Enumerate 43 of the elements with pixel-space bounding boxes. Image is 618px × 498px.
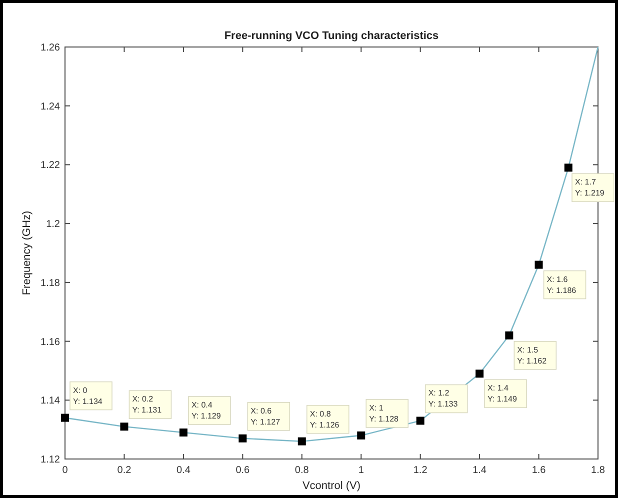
point <box>505 331 514 340</box>
x-tick-label: 1.2 <box>413 465 428 476</box>
point <box>534 260 543 269</box>
y-tick-label: 1.22 <box>40 160 60 172</box>
x-tick-label: 1.6 <box>532 465 546 476</box>
x-tick-label: 0.2 <box>117 465 132 476</box>
annotation: X: 0.2 Y: 1.131 <box>132 394 162 415</box>
x-tick-label: 1 <box>358 465 364 476</box>
x-tick-label: 1.4 <box>472 465 487 476</box>
annotation: X: 1.4 Y: 1.149 <box>488 384 518 404</box>
x-tick-label: 0.6 <box>236 465 250 476</box>
annotation: X: 1.6 Y: 1.186 <box>546 274 577 295</box>
point <box>238 434 247 442</box>
annotation: X: 1.7 Y: 1.219 <box>575 178 605 198</box>
point <box>476 370 484 378</box>
y-tick-label: 1.14 <box>40 396 60 407</box>
point <box>61 414 69 422</box>
y-tick-label: 1.12 <box>40 454 60 466</box>
point <box>416 416 424 425</box>
y-axis-title: Frequency (GHz) <box>21 210 33 296</box>
y-tick-label: 1.16 <box>40 336 60 348</box>
annotation: X: 1 Y: 1.128 <box>369 403 400 424</box>
point <box>120 422 128 431</box>
point <box>357 431 366 440</box>
y-tick-label: 1.18 <box>40 278 60 289</box>
annotation: X: 0.4 Y: 1.129 <box>191 400 222 421</box>
annotation: X: 1.5 Y: 1.162 <box>517 345 548 366</box>
annotation: X: 0 Y: 1.134 <box>73 386 103 406</box>
point <box>179 428 188 437</box>
annotation: X: 0.6 Y: 1.127 <box>250 406 281 426</box>
annotation: X: 1.2 Y: 1.133 <box>428 388 458 409</box>
x-axis-title: Vcontrol (V) <box>302 480 361 492</box>
point <box>298 437 306 446</box>
x-tick-label: 0 <box>62 465 68 476</box>
y-tick-label: 1.24 <box>40 101 60 112</box>
x-tick-label: 0.4 <box>176 465 191 476</box>
y-tick-label: 1.26 <box>40 42 60 54</box>
x-tick-label: 0.8 <box>294 465 310 476</box>
annotation: X: 0.8 Y: 1.126 <box>310 409 340 430</box>
y-tick-label: 1.2 <box>46 219 60 230</box>
x-tick-label: 1.8 <box>591 465 606 476</box>
chart-title: Free-running VCO Tuning characteristics <box>224 30 439 42</box>
point <box>564 164 572 172</box>
